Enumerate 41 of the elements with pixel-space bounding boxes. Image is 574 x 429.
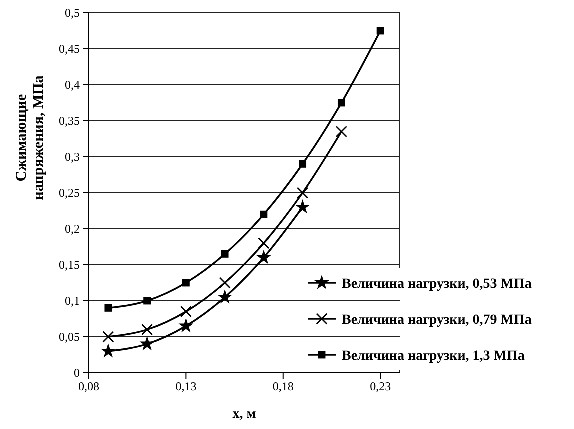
- point: [104, 304, 112, 312]
- y-tick-label: 0,2: [65, 222, 80, 236]
- y-tick-label: 0,15: [59, 258, 80, 272]
- x-axis-title: x, м: [232, 407, 257, 422]
- x-tick-label: 0,08: [78, 380, 100, 394]
- point: [182, 279, 190, 287]
- point: [144, 297, 152, 305]
- y-tick-label: 0,05: [59, 330, 80, 344]
- point: [297, 187, 309, 199]
- point: [180, 306, 192, 318]
- point: [376, 27, 384, 35]
- point: [178, 318, 194, 333]
- point: [260, 210, 268, 218]
- point: [299, 160, 307, 168]
- x-tick-label: 0,13: [176, 380, 197, 394]
- point: [102, 331, 114, 343]
- y-tick-label: 0,25: [59, 186, 80, 200]
- point: [258, 238, 270, 250]
- legend-label: Величина нагрузки, 0,79 МПа: [342, 313, 532, 328]
- point: [140, 336, 155, 351]
- point: [142, 324, 154, 336]
- point: [218, 290, 233, 304]
- legend-label: Величина нагрузки, 1,3 МПа: [342, 349, 525, 364]
- point: [256, 250, 272, 264]
- y-tick-label: 0,45: [59, 42, 80, 56]
- y-tick-label: 0,35: [59, 114, 80, 128]
- point: [295, 200, 310, 214]
- y-tick-label: 0,5: [65, 6, 80, 20]
- point: [338, 99, 346, 107]
- point: [100, 344, 116, 358]
- y-tick-label: 0,4: [65, 78, 80, 92]
- legend-label: Величина нагрузки, 0,53 МПа: [342, 277, 532, 292]
- y-axis-title: Сжимающие напряжения, МПа: [14, 75, 47, 200]
- y-tick-label: 0: [74, 366, 80, 380]
- point: [221, 250, 229, 258]
- x-tick-label: 0,18: [272, 380, 294, 394]
- y-tick-label: 0,1: [65, 294, 80, 308]
- point: [219, 277, 231, 289]
- x-tick-label: 0,23: [370, 380, 392, 394]
- point: [336, 126, 348, 138]
- y-tick-label: 0,3: [65, 150, 80, 164]
